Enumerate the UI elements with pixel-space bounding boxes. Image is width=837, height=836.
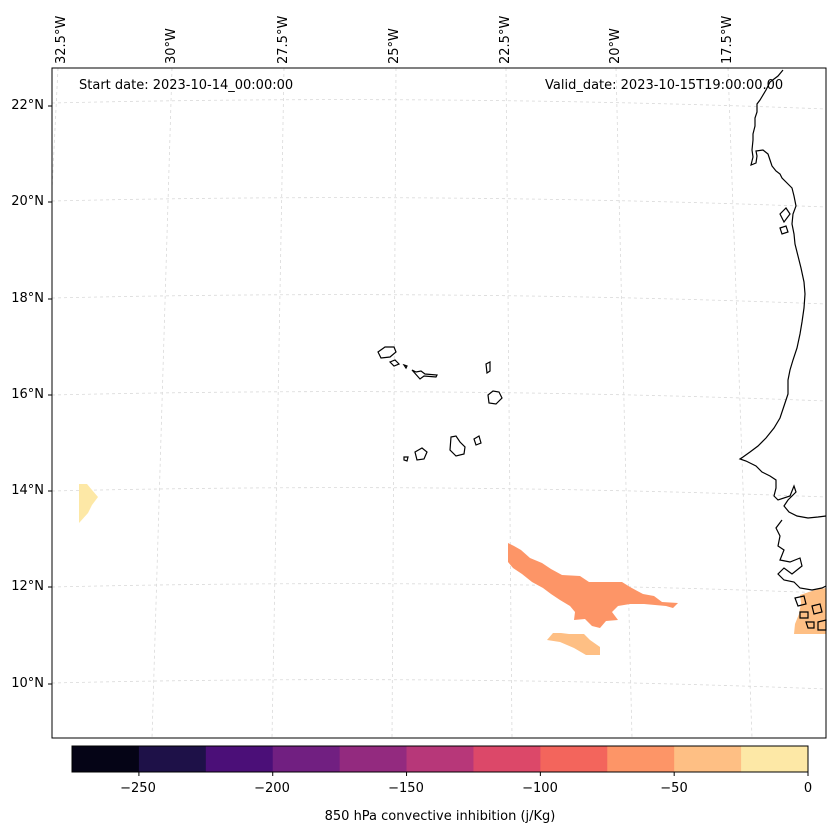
valid-date-text: Valid_date: 2023-10-15T19:00:00.00 [545, 78, 784, 93]
gridline-lon-22_5 [505, 67, 513, 739]
colorbar-bin [339, 746, 408, 772]
gridline-lat-14 [51, 487, 827, 498]
island-brava [403, 456, 409, 462]
colorbar-frame [71, 745, 809, 773]
coastline-mauritania-senegal [738, 69, 827, 519]
island-sao-nicolau [411, 369, 438, 380]
gridline-lon-32_5 [51, 67, 59, 191]
colorbar-label: 850 hPa convective inhibition (j/Kg) [324, 809, 556, 824]
lon-label-30w: 30°W [164, 28, 179, 64]
lat-label-22n: 22°N [11, 98, 44, 113]
cin-patch-south [547, 633, 600, 655]
colorbar-bin [205, 746, 274, 772]
gridline-lat-22 [51, 99, 827, 110]
lon-label-25w: 25°W [387, 28, 402, 64]
colorbar-bin [607, 746, 675, 772]
island-gorée-1 [779, 207, 791, 224]
coastline-guinea-bissau [775, 519, 827, 591]
island-santo-antao [377, 346, 397, 359]
colorbar-bin [138, 746, 207, 772]
gridline-lat-18 [51, 294, 827, 305]
colorbar-tick-label: −100 [522, 781, 558, 796]
island-boa-vista [487, 390, 503, 405]
coastline-bissagos [794, 595, 827, 631]
lat-ticks [48, 105, 52, 685]
colorbar-tick-label: −200 [254, 781, 290, 796]
island-sao-vicente [388, 359, 401, 367]
lon-label-22_5w: 22.5°W [498, 15, 513, 64]
colorbar-bin [406, 746, 474, 772]
colorbar-tick-label: −150 [388, 781, 424, 796]
colorbar-bin [473, 746, 541, 772]
island-sal [485, 361, 491, 375]
graticule [51, 67, 827, 739]
gridline-lon-20 [615, 67, 633, 739]
gridline-lon-25 [391, 67, 397, 739]
cape-verde-islands [377, 346, 503, 462]
lat-label-20n: 20°N [11, 194, 44, 209]
colorbar-tick-label: −250 [120, 781, 156, 796]
lon-label-32_5w: 32.5°W [54, 15, 69, 64]
colorbar-bin [741, 746, 809, 772]
gridline-lat-20 [51, 197, 827, 208]
lat-label-10n: 10°N [11, 676, 44, 691]
colorbar-bin [540, 746, 608, 772]
lon-label-17_5w: 17.5°W [720, 15, 735, 64]
colorbar-bin [272, 746, 341, 772]
island-maio [473, 435, 482, 446]
lat-label-12n: 12°N [11, 579, 44, 594]
lat-label-18n: 18°N [11, 291, 44, 306]
lon-label-20w: 20°W [608, 28, 623, 64]
lat-label-14n: 14°N [11, 483, 44, 498]
gridline-lon-30 [151, 67, 173, 739]
map-frame [51, 67, 827, 739]
colorbar [71, 745, 809, 776]
island-fogo [414, 447, 428, 461]
gridline-lat-10 [51, 679, 827, 690]
lon-label-27_5w: 27.5°W [276, 15, 291, 64]
cin-patch-west [79, 484, 98, 523]
island-santiago [449, 435, 466, 457]
gridline-lat-16 [51, 391, 827, 402]
cin-patch-main [508, 543, 678, 628]
lat-label-16n: 16°N [11, 387, 44, 402]
africa-coastline [738, 69, 827, 631]
gridline-lat-12 [51, 583, 827, 594]
colorbar-tick-label: 0 [803, 781, 813, 796]
start-date-text: Start date: 2023-10-14_00:00:00 [79, 78, 294, 93]
island-gorée-2 [779, 225, 789, 235]
gridline-lon-17_5 [727, 67, 753, 739]
island-santa-luzia [402, 363, 408, 370]
colorbar-tick-label: −50 [660, 781, 688, 796]
gridline-lon-27_5 [271, 67, 285, 739]
colorbar-bin [72, 746, 140, 772]
cin-field [79, 484, 826, 655]
colorbar-bin [674, 746, 742, 772]
